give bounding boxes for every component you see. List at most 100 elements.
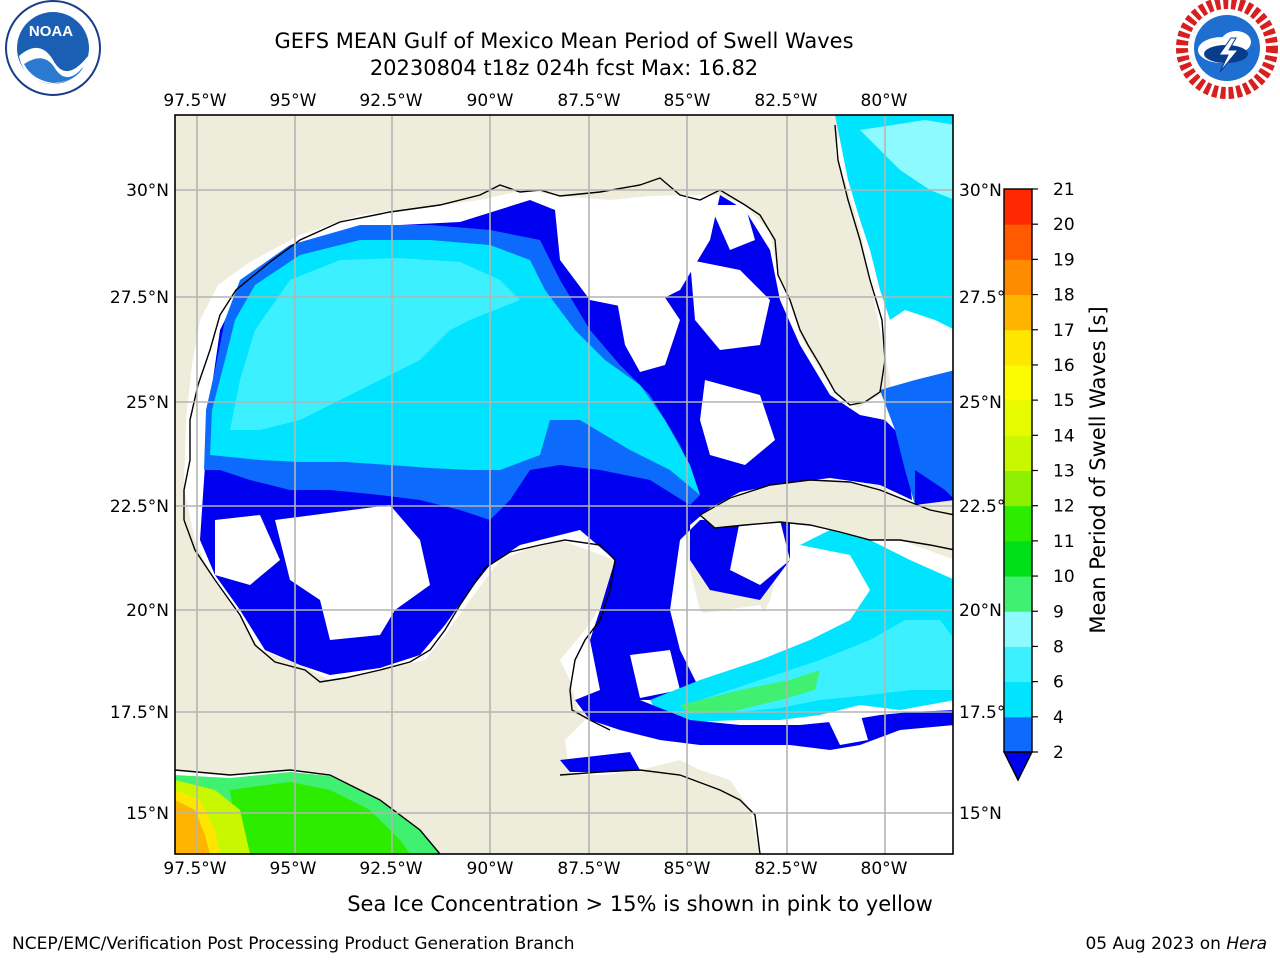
colorbar-tick-label: 19: [1053, 250, 1075, 270]
colorbar-swatch: [1004, 400, 1032, 436]
nws-logo: [1176, 0, 1278, 99]
colorbar-swatch: [1004, 576, 1032, 612]
colorbar-swatches: [1004, 189, 1032, 753]
colorbar-tick-label: 10: [1053, 567, 1075, 587]
lon-tick-label: 92.5°W: [359, 859, 422, 879]
colorbar-tick-label: 18: [1053, 286, 1075, 306]
nodata-patch: [615, 290, 680, 372]
footer-host: Hera: [1226, 934, 1267, 954]
noaa-logo: NOAA: [5, 0, 101, 96]
nodata-patch: [630, 650, 680, 698]
footer-date-text: 05 Aug 2023 on: [1085, 934, 1226, 954]
graticule: [175, 115, 953, 854]
lon-tick-label: 85°W: [664, 91, 711, 111]
colorbar-tick-label: 12: [1053, 497, 1075, 517]
colorbar-tick-label: 20: [1053, 215, 1075, 235]
colorbar-tick-label: 15: [1053, 391, 1075, 411]
nodata-patch: [828, 712, 868, 745]
colorbar-tick-label: 2: [1053, 743, 1064, 763]
colorbar-swatch: [1004, 540, 1032, 577]
nodata-patch: [690, 605, 780, 660]
colorbar-swatch: [1004, 364, 1032, 401]
lon-tick-label: 80°W: [861, 91, 908, 111]
colorbar-swatch: [1004, 611, 1032, 647]
lon-tick-label: 87.5°W: [557, 859, 620, 879]
lat-ticks-left: 30°N 27.5°N 25°N 22.5°N 20°N 17.5°N 15°N: [110, 181, 169, 824]
sea-ice-note: Sea Ice Concentration > 15% is shown in …: [347, 892, 933, 916]
mexico-coastline: [183, 519, 616, 731]
colorbar-tick-label: 17: [1053, 321, 1075, 341]
gulf-coastline: [183, 124, 886, 520]
pacific-coastline: [175, 769, 441, 854]
lon-tick-label: 82.5°W: [754, 859, 817, 879]
colorbar-swatch: [1004, 294, 1032, 331]
colorbar-extend-triangle: [1002, 751, 1034, 782]
colorbar-swatch: [1004, 681, 1032, 718]
colorbar-ticks: 2 4 6 8 9 10 11 12 13 14 15 16 17 18 19 20 21: [1032, 180, 1075, 763]
nodata-patch: [730, 520, 790, 585]
cuba-coastline: [698, 479, 953, 551]
colorbar-swatch: [1004, 259, 1032, 296]
lon-tick-label: 90°W: [467, 91, 514, 111]
colorbar-tick-label: 14: [1053, 426, 1075, 446]
colorbar-tick-label: 8: [1053, 637, 1064, 657]
lon-tick-label: 97.5°W: [163, 91, 226, 111]
swell-band-2-4s-honduras: [560, 752, 640, 772]
lat-tick-label: 30°N: [126, 181, 169, 201]
lat-tick-label: 20°N: [959, 601, 1002, 621]
lat-tick-label: 27.5°N: [110, 288, 169, 308]
swell-band-2-4s-bahamas: [915, 470, 953, 505]
swell-band-pacific-11-12s: [230, 782, 410, 854]
lon-tick-label: 92.5°W: [359, 91, 422, 111]
colorbar-tick-label: 16: [1053, 356, 1075, 376]
nodata-patch: [555, 200, 640, 260]
lat-tick-label: 25°N: [959, 393, 1002, 413]
colorbar-swatch: [1004, 470, 1032, 507]
map-frame: [174, 114, 954, 855]
lon-tick-label: 80°W: [861, 859, 908, 879]
lat-tick-label: 30°N: [959, 181, 1002, 201]
chart-subtitle: 20230804 t18z 024h fcst Max: 16.82: [370, 56, 758, 80]
colorbar-swatch: [1004, 646, 1032, 683]
lon-tick-label: 90°W: [467, 859, 514, 879]
chart-title: GEFS MEAN Gulf of Mexico Mean Period of …: [274, 29, 853, 53]
colorbar: 2 4 6 8 9 10 11 12 13 14 15 16 17 18 19 20 21 Mean Perio…: [1002, 180, 1110, 782]
nodata-patch: [215, 515, 280, 585]
colorbar-label: Mean Period of Swell Waves [s]: [1086, 306, 1110, 633]
lat-tick-label: 17.5°N: [110, 703, 169, 723]
lat-tick-label: 15°N: [126, 804, 169, 824]
colorbar-swatch: [1004, 329, 1032, 366]
lon-ticks-top: 97.5°W 95°W 92.5°W 90°W 87.5°W 85°W 82.5…: [163, 91, 907, 111]
colorbar-tick-label: 9: [1053, 602, 1064, 622]
swell-band-9-10s-caribbean: [680, 670, 820, 714]
colorbar-tick-label: 4: [1053, 708, 1064, 728]
lon-tick-label: 95°W: [270, 859, 317, 879]
lon-tick-label: 82.5°W: [754, 91, 817, 111]
lat-tick-label: 20°N: [126, 601, 169, 621]
lat-tick-label: 25°N: [126, 393, 169, 413]
nodata-patch: [710, 205, 755, 250]
footer-branch: NCEP/EMC/Verification Post Processing Pr…: [12, 934, 575, 954]
colorbar-swatch: [1004, 224, 1032, 260]
colorbar-swatch: [1004, 189, 1032, 225]
map-panel: [175, 115, 953, 854]
colorbar-tick-label: 11: [1053, 532, 1075, 552]
colorbar-swatch: [1004, 716, 1032, 753]
lon-tick-label: 85°W: [664, 859, 711, 879]
colorbar-tick-label: 21: [1053, 180, 1075, 200]
colorbar-swatch: [1004, 435, 1032, 471]
lon-tick-label: 87.5°W: [557, 91, 620, 111]
lon-tick-label: 95°W: [270, 91, 317, 111]
swell-band-8-9s-gulf: [230, 258, 520, 430]
swell-band-4-6s-florida-straits: [880, 370, 953, 505]
colorbar-tick-label: 13: [1053, 462, 1075, 482]
swell-band-8-9s-atlantic: [860, 120, 953, 200]
lat-tick-label: 22.5°N: [110, 497, 169, 517]
nodata-patch: [690, 260, 770, 350]
lon-tick-label: 97.5°W: [163, 859, 226, 879]
lat-tick-label: 15°N: [959, 804, 1002, 824]
noaa-logo-text: NOAA: [29, 23, 73, 40]
colorbar-tick-label: 6: [1053, 673, 1064, 693]
footer-date: 05 Aug 2023 on Hera: [1085, 934, 1267, 954]
